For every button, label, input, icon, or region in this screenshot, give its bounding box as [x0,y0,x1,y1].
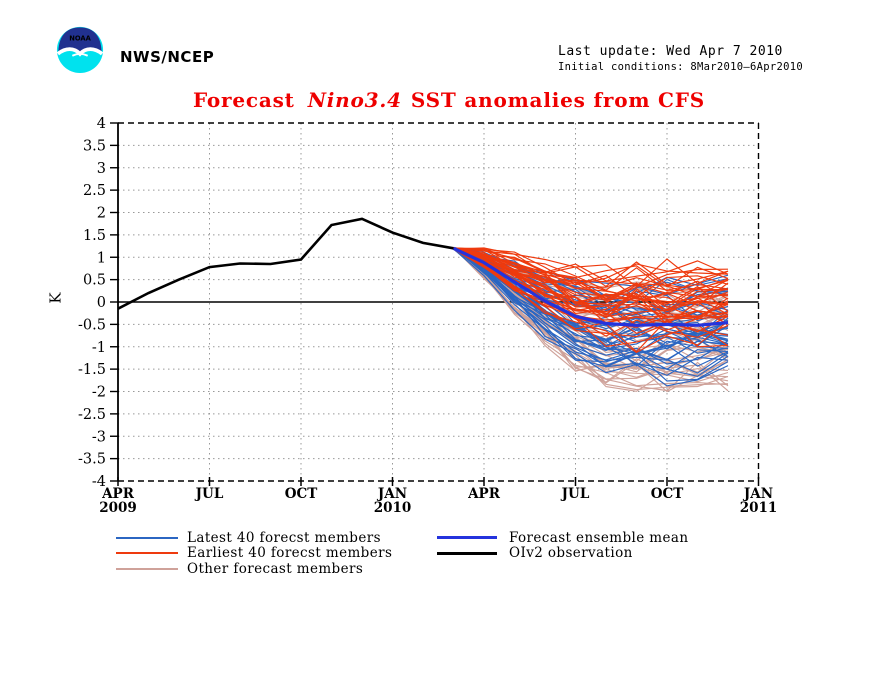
update-block: Last update: Wed Apr 7 2010 Initial cond… [558,44,803,73]
legend-line-latest-members [116,536,178,539]
y-tick-label: -3.5 [78,452,106,468]
legend-line-observation [437,551,497,555]
y-tick-label: 1.5 [83,228,106,244]
y-tick-label: 0 [97,295,106,311]
legend-line-ensemble-mean [437,536,497,540]
x-tick-year-label: 2010 [374,500,412,516]
latest-40-forecst-members-line [453,248,729,382]
legend-item-latest-members: Latest 40 forecst members [116,530,392,546]
observation-line [117,217,454,310]
noaa-logo-text: NOAA [69,34,91,42]
y-tick-label: 1 [97,250,106,266]
latest-40-forecst-members-line [453,247,729,374]
legend-label: Earliest 40 forecst members [187,545,393,562]
earliest-40-forecst-members-line [453,248,729,312]
y-tick-label: -1.5 [78,362,106,378]
y-tick-label: 2.5 [83,183,106,199]
earliest-40-forecst-members-line [453,247,729,288]
legend-item-other-members: Other forecast members [116,561,392,577]
x-tick-label: APR [101,486,135,502]
x-tick-label: JAN [377,486,407,502]
earliest-40-forecst-members-line [453,248,729,348]
x-tick-label: APR [467,486,501,502]
y-tick-label: -2 [92,385,106,401]
noaa-logo-sky [58,27,102,53]
legend-label: OIv2 observation [509,545,633,562]
earliest-40-forecst-members-line [453,247,729,298]
latest-40-forecst-members-line [453,248,729,387]
earliest-40-forecst-members-line [453,247,729,319]
legend-line-earliest-members [116,552,178,555]
y-tick-label: -1 [92,340,106,356]
ensemble-mean-line [452,246,729,327]
earliest-40-forecst-members-line [453,247,729,282]
y-tick-label: 3 [97,161,106,177]
x-tick-label: JAN [743,486,773,502]
chart-title-suffix: SST anomalies from CFS [410,88,706,112]
legend-item-ensemble-mean: Forecast ensemble mean [437,530,688,546]
chart-title-prefix: Forecast [192,88,295,112]
y-tick-label: -3 [92,429,106,445]
y-tick-label: -0.5 [78,317,106,333]
legend-label: Other forecast members [187,560,364,577]
earliest-40-forecst-members-line [453,247,729,330]
earliest-40-forecst-members-line [453,248,729,307]
legend-item-earliest-members: Earliest 40 forecst members [116,545,393,562]
x-tick-label: OCT [651,486,684,502]
latest-40-forecst-members-line [453,248,729,370]
x-tick-year-label: 2009 [99,500,137,516]
legend-label: Forecast ensemble mean [509,529,689,546]
legend-right-column: Forecast ensemble mean OIv2 observation [437,530,688,561]
y-tick-label: -2.5 [78,407,106,423]
chart-title: Forecast Nino3.4 SST anomalies from CFS [18,88,880,112]
legend-line-other-members [116,567,178,570]
legend-item-observation: OIv2 observation [437,545,688,562]
legend-label: Latest 40 forecst members [187,529,381,546]
legend-left-column: Latest 40 forecst members Earliest 40 fo… [116,530,392,577]
y-tick-label: 2 [97,206,106,222]
agency-name: NWS/NCEP [120,48,215,66]
x-tick-year-label: 2011 [740,500,778,516]
y-tick-label: 0.5 [83,273,106,289]
initial-conditions-text: Initial conditions: 8Mar2010–6Apr2010 [558,61,803,73]
y-tick-label: 3.5 [83,138,106,154]
earliest-40-forecst-members-line [453,247,729,288]
earliest-40-forecst-members-line [453,247,729,327]
y-tick-label: -4 [92,474,106,490]
x-tick-label: JUL [561,486,590,502]
latest-40-forecst-members-line [453,247,729,362]
y-axis-label: K [46,292,65,304]
noaa-logo: NOAA [56,26,104,74]
x-tick-label: OCT [285,486,318,502]
last-update-text: Last update: Wed Apr 7 2010 [558,44,783,59]
x-tick-label: JUL [195,486,224,502]
noaa-seagull-wing-icon [71,52,89,57]
chart-title-region: Nino3.4 [307,88,402,112]
y-tick-label: 4 [97,116,106,132]
